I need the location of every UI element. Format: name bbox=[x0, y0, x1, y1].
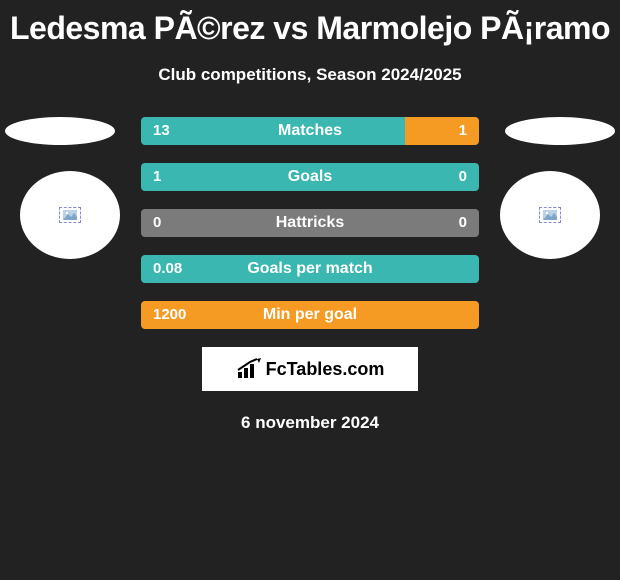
stat-bars: 131Matches 10Goals 00Hattricks 0.08Goals pe… bbox=[141, 117, 479, 329]
brand-box: FcTables.com bbox=[202, 347, 418, 391]
comparison-panel: 131Matches 10Goals 00Hattricks 0.08Goals pe… bbox=[0, 117, 620, 329]
page-subtitle: Club competitions, Season 2024/2025 bbox=[0, 65, 620, 85]
placeholder-flag-icon bbox=[539, 207, 561, 223]
date-text: 6 november 2024 bbox=[0, 413, 620, 433]
stat-label: Min per goal bbox=[141, 301, 479, 329]
stat-label: Hattricks bbox=[141, 209, 479, 237]
stat-label: Goals per match bbox=[141, 255, 479, 283]
player-right-badge bbox=[500, 171, 600, 259]
stat-row: 131Matches bbox=[141, 117, 479, 145]
brand-text: FcTables.com bbox=[266, 359, 385, 380]
stat-label: Goals bbox=[141, 163, 479, 191]
page-title: Ledesma PÃ©rez vs Marmolejo PÃ¡ramo bbox=[0, 0, 620, 47]
stat-row: 0.08Goals per match bbox=[141, 255, 479, 283]
stat-row: 1200Min per goal bbox=[141, 301, 479, 329]
player-left-badge bbox=[20, 171, 120, 259]
stat-row: 10Goals bbox=[141, 163, 479, 191]
stat-label: Matches bbox=[141, 117, 479, 145]
stat-row: 00Hattricks bbox=[141, 209, 479, 237]
placeholder-flag-icon bbox=[59, 207, 81, 223]
brand-chart-icon bbox=[236, 358, 262, 380]
player-left-name-ellipse bbox=[5, 117, 115, 145]
player-right-name-ellipse bbox=[505, 117, 615, 145]
